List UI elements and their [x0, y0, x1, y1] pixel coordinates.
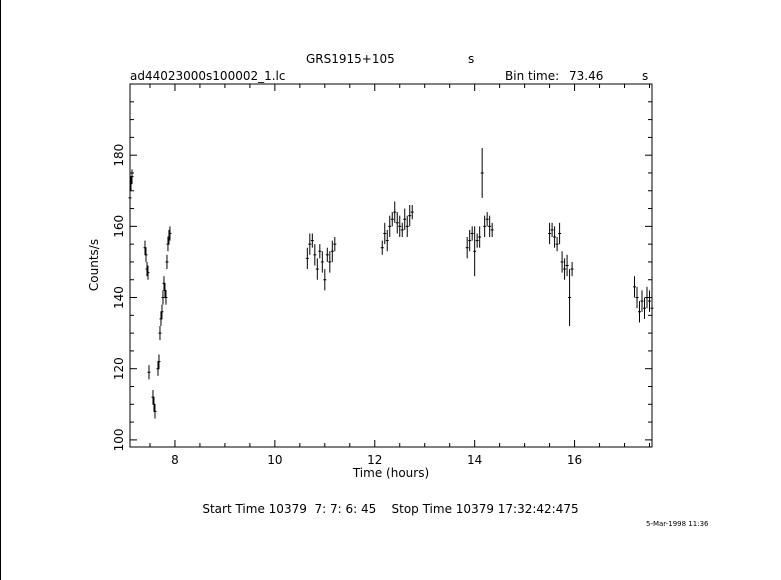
- x-tick-label: 10: [267, 453, 282, 467]
- file-name: ad44023000s100002_1.lc: [130, 69, 286, 83]
- light-curve-chart: 8 10 12 14 16 100 120 140 160 180 Time (hours) Co…: [87, 83, 654, 480]
- bin-time-label: Bin time:: [505, 69, 560, 83]
- y-axis-label: Counts/s: [87, 239, 101, 291]
- x-axis-label: Time (hours): [352, 466, 429, 480]
- stop-time-value: 10379 17:32:42:475: [455, 502, 579, 516]
- y-tick-label: 180: [112, 144, 126, 167]
- y-tick-label: 160: [112, 215, 126, 238]
- x-tick-label: 12: [367, 453, 382, 467]
- x-tick-label: 14: [467, 453, 482, 467]
- target-name: GRS1915+105: [306, 52, 395, 66]
- bin-time-value: 73.46: [569, 69, 604, 83]
- plot-frame: [129, 83, 653, 448]
- x-tick-label: 16: [567, 453, 582, 467]
- x-tick-label: 8: [171, 453, 179, 467]
- stop-time-label: Stop Time: [391, 502, 452, 516]
- y-tick-label: 140: [112, 286, 126, 309]
- page-left-border: [0, 0, 1, 580]
- time-range: Start Time 10379 7: 7: 6: 45 Stop Time 1…: [0, 502, 781, 516]
- target-unit: s: [468, 52, 475, 66]
- plot-datestamp: 5-Mar-1998 11:36: [646, 520, 709, 528]
- y-tick-label: 100: [112, 428, 126, 451]
- start-time-value: 10379 7: 7: 6: 45: [268, 502, 377, 516]
- bin-time-unit: s: [642, 69, 649, 83]
- start-time-label: Start Time: [202, 502, 265, 516]
- y-tick-label: 120: [112, 357, 126, 380]
